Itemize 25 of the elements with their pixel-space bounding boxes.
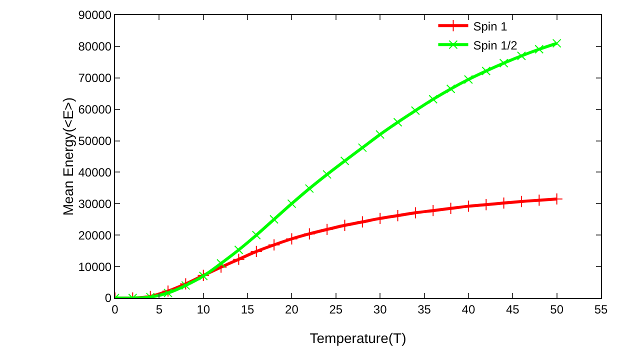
x-tick-label: 25 xyxy=(329,302,343,316)
y-tick-label: 30000 xyxy=(78,196,112,211)
x-tick-label: 20 xyxy=(285,302,299,316)
x-tick-label: 15 xyxy=(240,302,255,316)
y-tick-label: 60000 xyxy=(78,102,112,117)
y-tick-label: 70000 xyxy=(78,71,112,86)
legend-label: Spin 1/2 xyxy=(473,38,518,52)
y-tick-label: 80000 xyxy=(78,40,112,54)
x-tick-label: 55 xyxy=(594,302,608,316)
y-tick-label: 10000 xyxy=(78,260,112,274)
x-tick-label: 10 xyxy=(196,302,210,316)
x-tick-label: 30 xyxy=(373,302,388,316)
x-tick-label: 45 xyxy=(506,302,520,316)
x-axis-title: Temperature(T) xyxy=(310,330,406,346)
x-tick-label: 5 xyxy=(156,302,163,316)
x-tick-label: 35 xyxy=(418,302,432,316)
x-tick-label: 40 xyxy=(462,302,476,316)
y-tick-label: 50000 xyxy=(78,134,112,148)
y-tick-label: 0 xyxy=(104,291,112,306)
y-tick-label: 40000 xyxy=(78,165,112,180)
legend-label: Spin 1 xyxy=(473,19,508,34)
y-axis-title: Mean Energy(<E>) xyxy=(60,97,76,216)
x-tick-label: 50 xyxy=(550,302,564,316)
y-tick-label: 90000 xyxy=(78,8,112,22)
y-tick-label: 20000 xyxy=(78,228,112,242)
